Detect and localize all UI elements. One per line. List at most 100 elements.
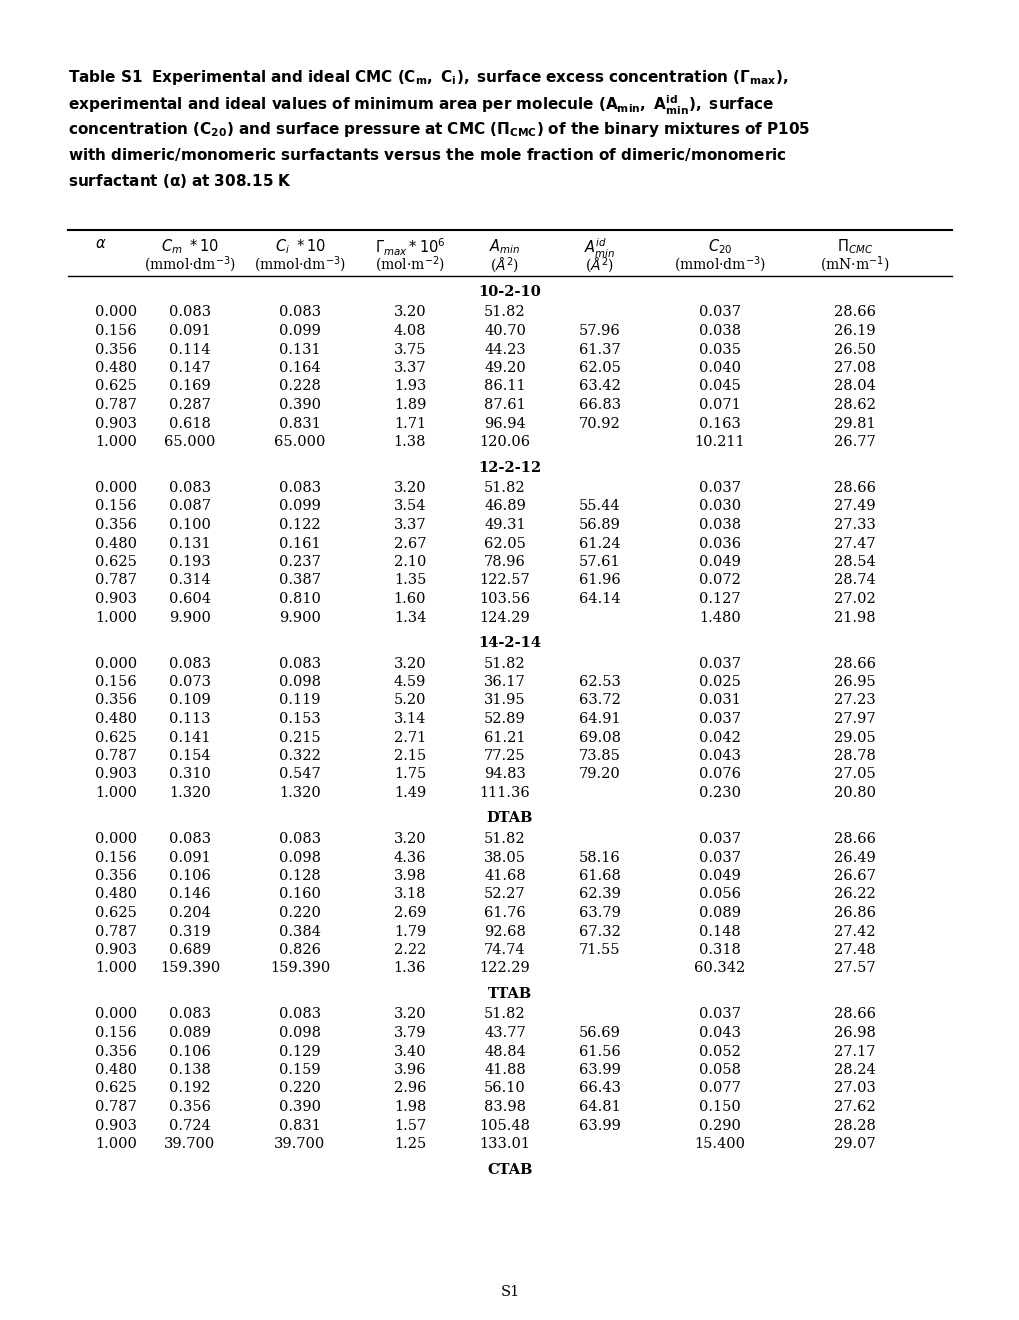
Text: 61.21: 61.21: [484, 730, 525, 744]
Text: 28.62: 28.62: [834, 399, 875, 412]
Text: 0.625: 0.625: [95, 1081, 137, 1096]
Text: 56.10: 56.10: [484, 1081, 526, 1096]
Text: 3.37: 3.37: [393, 517, 426, 532]
Text: $\alpha$: $\alpha$: [95, 238, 106, 251]
Text: 0.169: 0.169: [169, 380, 211, 393]
Text: 0.000: 0.000: [95, 656, 137, 671]
Text: 0.000: 0.000: [95, 305, 137, 319]
Text: 10.211: 10.211: [694, 436, 745, 449]
Text: CTAB: CTAB: [487, 1163, 532, 1176]
Text: 63.42: 63.42: [579, 380, 621, 393]
Text: 26.50: 26.50: [834, 342, 875, 356]
Text: 0.100: 0.100: [169, 517, 211, 532]
Text: 0.076: 0.076: [698, 767, 740, 781]
Text: 58.16: 58.16: [579, 850, 621, 865]
Text: 0.689: 0.689: [169, 942, 211, 957]
Text: 3.96: 3.96: [393, 1063, 426, 1077]
Text: 0.290: 0.290: [698, 1118, 740, 1133]
Text: 27.03: 27.03: [834, 1081, 875, 1096]
Text: 43.77: 43.77: [484, 1026, 526, 1040]
Text: 0.147: 0.147: [169, 360, 211, 375]
Text: 0.319: 0.319: [169, 924, 211, 939]
Text: $\mathbf{experimental\ and\ ideal\ values\ of\ minimum\ area\ per\ molecule\ (A_: $\mathbf{experimental\ and\ ideal\ value…: [68, 94, 773, 117]
Text: 0.387: 0.387: [279, 573, 321, 587]
Text: (mN$\cdot$m$^{-1}$): (mN$\cdot$m$^{-1}$): [819, 255, 889, 276]
Text: 0.480: 0.480: [95, 360, 137, 375]
Text: 51.82: 51.82: [484, 832, 526, 846]
Text: 3.20: 3.20: [393, 656, 426, 671]
Text: 0.787: 0.787: [95, 924, 137, 939]
Text: 0.109: 0.109: [169, 693, 211, 708]
Text: 0.037: 0.037: [698, 1007, 740, 1022]
Text: 74.74: 74.74: [484, 942, 526, 957]
Text: 0.787: 0.787: [95, 1100, 137, 1114]
Text: 0.089: 0.089: [169, 1026, 211, 1040]
Text: 105.48: 105.48: [479, 1118, 530, 1133]
Text: S1: S1: [500, 1284, 519, 1299]
Text: 0.083: 0.083: [278, 480, 321, 495]
Text: 44.23: 44.23: [484, 342, 526, 356]
Text: $\mathbf{concentration\ (C_{20})\ and\ surface\ pressure\ at\ CMC\ (\Pi_{CMC})\ : $\mathbf{concentration\ (C_{20})\ and\ s…: [68, 120, 809, 139]
Text: 1.000: 1.000: [95, 785, 137, 800]
Text: 0.043: 0.043: [698, 1026, 740, 1040]
Text: 73.85: 73.85: [579, 748, 621, 763]
Text: 1.60: 1.60: [393, 591, 426, 606]
Text: DTAB: DTAB: [486, 812, 533, 825]
Text: 52.89: 52.89: [484, 711, 526, 726]
Text: 0.390: 0.390: [279, 399, 321, 412]
Text: 28.66: 28.66: [834, 656, 875, 671]
Text: 111.36: 111.36: [479, 785, 530, 800]
Text: 1.98: 1.98: [393, 1100, 426, 1114]
Text: 27.17: 27.17: [834, 1044, 875, 1059]
Text: 26.98: 26.98: [834, 1026, 875, 1040]
Text: 0.220: 0.220: [279, 1081, 321, 1096]
Text: 65.000: 65.000: [274, 436, 325, 449]
Text: 0.826: 0.826: [279, 942, 321, 957]
Text: 26.22: 26.22: [834, 887, 875, 902]
Text: 0.480: 0.480: [95, 536, 137, 550]
Text: 0.058: 0.058: [698, 1063, 740, 1077]
Text: $A^{id}_{min}$: $A^{id}_{min}$: [584, 238, 615, 260]
Text: 0.042: 0.042: [698, 730, 740, 744]
Text: 36.17: 36.17: [484, 675, 526, 689]
Text: 27.62: 27.62: [834, 1100, 875, 1114]
Text: 0.903: 0.903: [95, 417, 137, 430]
Text: 0.035: 0.035: [698, 342, 740, 356]
Text: 4.36: 4.36: [393, 850, 426, 865]
Text: 26.67: 26.67: [834, 869, 875, 883]
Text: 0.156: 0.156: [95, 323, 137, 338]
Text: 49.31: 49.31: [484, 517, 526, 532]
Text: 0.056: 0.056: [698, 887, 740, 902]
Text: 0.083: 0.083: [278, 305, 321, 319]
Text: 0.356: 0.356: [95, 693, 137, 708]
Text: 64.81: 64.81: [579, 1100, 621, 1114]
Text: 0.000: 0.000: [95, 480, 137, 495]
Text: 66.43: 66.43: [579, 1081, 621, 1096]
Text: 27.49: 27.49: [834, 499, 875, 513]
Text: 52.27: 52.27: [484, 887, 526, 902]
Text: 0.146: 0.146: [169, 887, 211, 902]
Text: 0.390: 0.390: [279, 1100, 321, 1114]
Text: 60.342: 60.342: [694, 961, 745, 975]
Text: 0.787: 0.787: [95, 399, 137, 412]
Text: 63.99: 63.99: [579, 1118, 621, 1133]
Text: 0.106: 0.106: [169, 869, 211, 883]
Text: 29.05: 29.05: [834, 730, 875, 744]
Text: 51.82: 51.82: [484, 1007, 526, 1022]
Text: 2.96: 2.96: [393, 1081, 426, 1096]
Text: 2.22: 2.22: [393, 942, 426, 957]
Text: 0.604: 0.604: [169, 591, 211, 606]
Text: 26.86: 26.86: [834, 906, 875, 920]
Text: 0.810: 0.810: [279, 591, 321, 606]
Text: 3.20: 3.20: [393, 832, 426, 846]
Text: 0.071: 0.071: [698, 399, 740, 412]
Text: 28.78: 28.78: [834, 748, 875, 763]
Text: 0.164: 0.164: [279, 360, 321, 375]
Text: 26.49: 26.49: [834, 850, 875, 865]
Text: 0.037: 0.037: [698, 711, 740, 726]
Text: 15.400: 15.400: [694, 1137, 745, 1151]
Text: 51.82: 51.82: [484, 305, 526, 319]
Text: 0.831: 0.831: [279, 1118, 321, 1133]
Text: 14-2-14: 14-2-14: [478, 636, 541, 649]
Text: 0.480: 0.480: [95, 1063, 137, 1077]
